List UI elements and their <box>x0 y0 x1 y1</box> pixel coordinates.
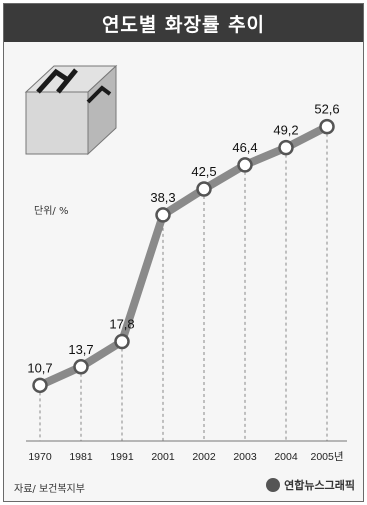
value-label: 46,4 <box>232 140 257 155</box>
data-points <box>32 118 335 394</box>
data-point <box>73 359 89 375</box>
data-point <box>32 377 48 394</box>
data-point <box>237 157 253 173</box>
x-tick-label: 2002 <box>192 451 216 462</box>
chart-title: 연도별 화장률 추이 <box>4 4 363 42</box>
value-label: 17,8 <box>109 316 134 331</box>
x-tick-label: 2005년 <box>310 451 343 462</box>
value-label: 49,2 <box>273 123 298 138</box>
chart-title-text: 연도별 화장률 추이 <box>101 13 266 36</box>
x-tick-label: 1970 <box>28 451 52 462</box>
data-point <box>155 207 171 223</box>
data-point <box>196 181 212 197</box>
value-label: 10,7 <box>27 360 52 375</box>
x-tick-label: 2001 <box>151 451 175 462</box>
drop-lines <box>39 133 328 441</box>
x-tick-label: 1981 <box>69 451 93 462</box>
line-chart: 10,7 13,7 17,8 38,3 42,5 46,4 49,2 52,6 1970 198… <box>24 64 347 463</box>
value-label: 38,3 <box>150 190 175 205</box>
urn-box-icon <box>24 64 118 156</box>
data-point <box>319 118 335 135</box>
x-tick-label: 2003 <box>233 451 257 462</box>
data-point <box>278 139 294 156</box>
value-labels: 10,7 13,7 17,8 38,3 42,5 46,4 49,2 52,6 <box>27 102 339 376</box>
credit-text: 연합뉴스그래픽 <box>284 479 355 492</box>
source-note: 자료/ 보건복지부 <box>14 484 85 495</box>
value-label: 42,5 <box>191 164 216 179</box>
value-label: 13,7 <box>68 342 93 357</box>
x-tick-label: 1991 <box>110 451 134 462</box>
chart-area: 10,7 13,7 17,8 38,3 42,5 46,4 49,2 52,6 1970 198… <box>4 42 363 463</box>
credit: 연합뉴스그래픽 <box>266 477 355 493</box>
x-tick-label: 2004 <box>274 451 298 462</box>
unit-label: 단위/ % <box>34 206 69 217</box>
chart-footer: 자료/ 보건복지부 연합뉴스그래픽 <box>4 470 363 500</box>
data-point <box>114 333 130 350</box>
x-tick-labels: 1970 1981 1991 2001 2002 2003 2004 2005년 <box>28 451 343 463</box>
value-label: 52,6 <box>314 102 339 117</box>
yonhap-logo-icon <box>266 478 281 492</box>
